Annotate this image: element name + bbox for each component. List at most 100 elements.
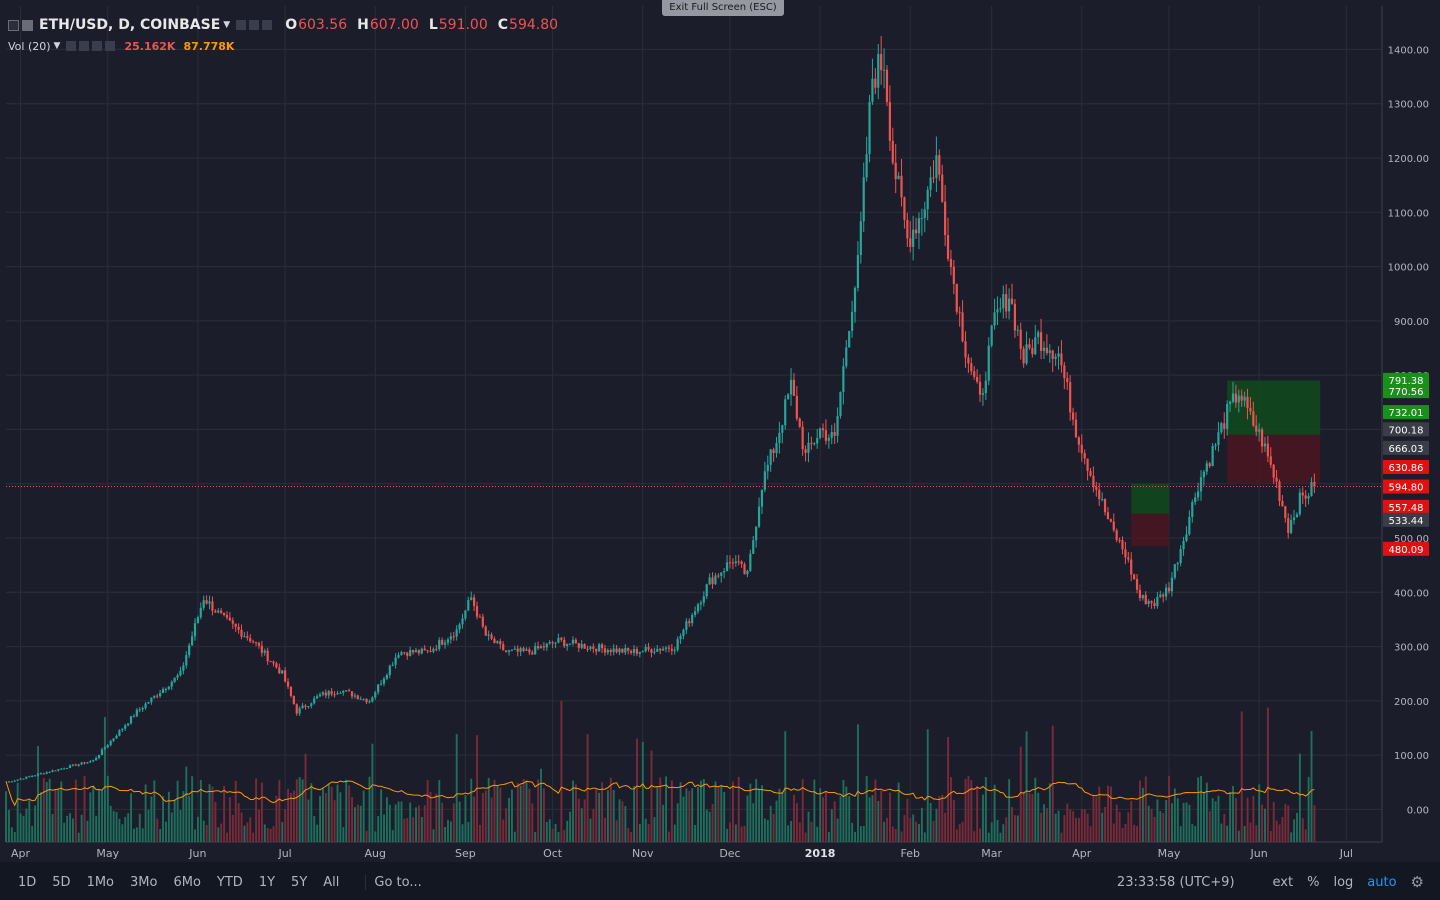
candle-body [266, 650, 269, 662]
volume-bar [842, 779, 845, 842]
volume-bar [807, 811, 810, 842]
eye-icon[interactable] [236, 20, 247, 30]
volume-close-icon[interactable] [105, 41, 116, 51]
candle-body [1304, 495, 1307, 499]
candle-body [374, 692, 377, 698]
volume-bar [1182, 802, 1185, 842]
range-ytd[interactable]: YTD [216, 874, 243, 890]
candle-body [272, 661, 275, 664]
candle-body [967, 357, 970, 364]
x-tick-label: 2018 [805, 847, 836, 860]
volume-bar [598, 792, 601, 842]
candle-body [403, 652, 406, 654]
candle-body [1202, 471, 1206, 478]
chart-frame[interactable]: 1400.00 1300.00 1200.00 1100.00 1000.00 900.0… [0, 0, 1440, 862]
symbol-title[interactable]: ETH/USD, D, COINBASE [39, 17, 221, 33]
ext-toggle[interactable]: ext [1272, 874, 1294, 890]
candle-body [662, 648, 665, 651]
close-small-icon[interactable] [262, 20, 273, 30]
volume-bar [380, 789, 383, 842]
candle-body [717, 575, 720, 577]
exit-fullscreen-button[interactable]: Exit Full Screen (ESC) [662, 0, 784, 16]
volume-bar [772, 813, 775, 842]
settings-small-icon[interactable] [249, 20, 260, 30]
range-all[interactable]: All [323, 874, 340, 890]
log-toggle[interactable]: log [1333, 874, 1354, 890]
range-5y[interactable]: 5Y [291, 874, 308, 890]
candle-body [1243, 396, 1246, 401]
candle-body [737, 561, 740, 563]
price-chart[interactable]: 1400.00 1300.00 1200.00 1100.00 1000.00 900.0… [0, 0, 1440, 862]
volume-plus-icon[interactable] [92, 41, 103, 51]
clock: 23:33:58 (UTC+9) [1116, 874, 1235, 890]
range-3mo[interactable]: 3Mo [130, 874, 158, 890]
y-tick-label: 1100.00 [1388, 208, 1429, 219]
goto-button[interactable]: Go to... [365, 874, 429, 890]
volume-bar [1261, 804, 1264, 842]
percent-toggle[interactable]: % [1307, 874, 1320, 890]
volume-bar [542, 788, 545, 842]
candle-body [897, 175, 900, 180]
price-label-box [1383, 541, 1429, 556]
volume-bar [1153, 816, 1156, 842]
volume-bar [455, 734, 458, 842]
candle-body [1057, 353, 1060, 357]
volume-settings-icon[interactable] [79, 41, 90, 51]
candle-body [1135, 579, 1139, 590]
volume-bar [1086, 813, 1089, 842]
volume-bar [1098, 786, 1101, 842]
candle-body [1031, 347, 1034, 355]
volume-bar [554, 824, 557, 842]
candle-body [839, 391, 842, 416]
auto-toggle[interactable]: auto [1367, 874, 1397, 890]
volume-bar [574, 784, 577, 842]
bottom-toolbar: 1D 5D 1Mo 3Mo 6Mo YTD 1Y 5Y All Go to... 23:33:5… [0, 864, 1440, 900]
candle-body [725, 562, 729, 572]
volume-bar [816, 826, 819, 842]
price-label-box [1383, 440, 1429, 455]
candle-body [1083, 453, 1086, 459]
volume-eye-icon[interactable] [66, 41, 77, 51]
volume-bar [880, 790, 883, 842]
collapse-icon[interactable] [8, 19, 19, 31]
bottom-right-controls: 23:33:58 (UTC+9) ext % log auto ⚙ [1117, 864, 1424, 900]
price-label: 791.38 [1389, 376, 1424, 387]
candle-body [528, 649, 531, 653]
range-1d[interactable]: 1D [18, 874, 37, 890]
volume-bar [1077, 817, 1080, 842]
candle-body [731, 562, 734, 564]
volume-bar [670, 780, 673, 842]
volume-bar [1179, 826, 1182, 842]
volume-bar [1264, 808, 1266, 842]
volume-bar [228, 797, 231, 842]
candle-body [749, 553, 752, 571]
range-6mo[interactable]: 6Mo [173, 874, 201, 890]
candle-body [13, 780, 16, 782]
candle-body [862, 177, 865, 222]
volume-bar [897, 782, 900, 842]
volume-bar [984, 777, 987, 842]
candle-body [574, 639, 577, 644]
volume-bar [444, 826, 447, 842]
volume-bar [1226, 825, 1229, 842]
candle-body [95, 757, 98, 761]
candle-body [772, 449, 775, 454]
candle-body [158, 693, 162, 697]
volume-chevron-icon[interactable]: ▼ [53, 41, 61, 51]
volume-bar [103, 717, 106, 842]
volume-bar [1269, 831, 1272, 842]
volume-bar [1185, 802, 1188, 842]
chevron-down-icon[interactable]: ▼ [223, 20, 231, 30]
candle-body [984, 380, 987, 394]
candle-body [132, 716, 136, 718]
volume-title[interactable]: Vol (20) [8, 39, 51, 53]
flag-icon[interactable] [22, 19, 33, 31]
volume-bar [1304, 829, 1307, 842]
candle-body [583, 644, 586, 649]
range-1mo[interactable]: 1Mo [86, 874, 115, 890]
candle-body [89, 761, 92, 763]
volume-bar [127, 813, 130, 842]
range-1y[interactable]: 1Y [258, 874, 276, 890]
range-5d[interactable]: 5D [52, 874, 71, 890]
gear-icon[interactable]: ⚙ [1410, 873, 1424, 891]
